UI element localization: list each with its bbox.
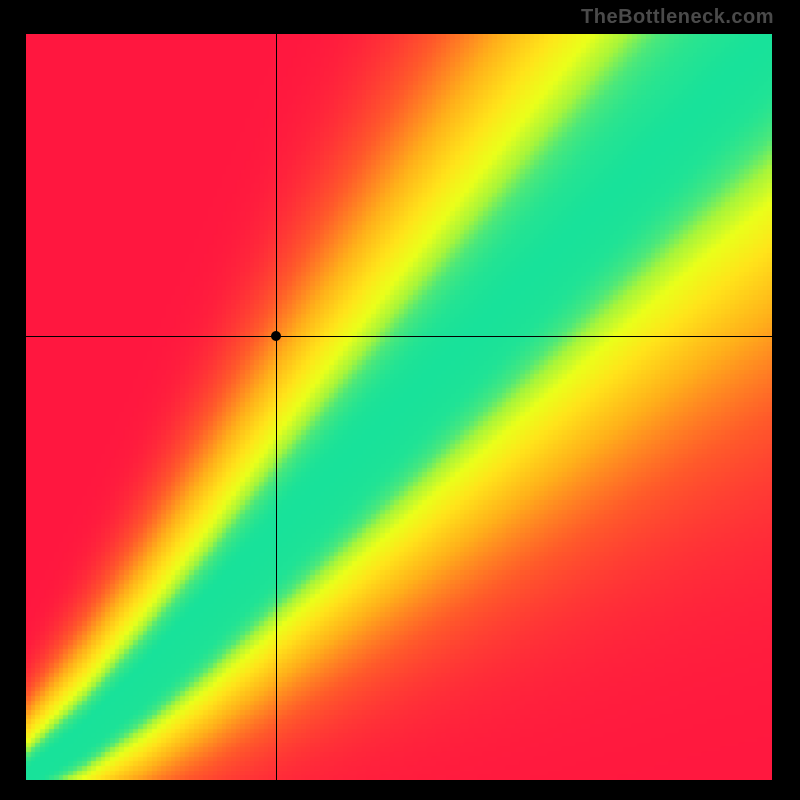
crosshair-marker — [271, 331, 281, 341]
heatmap-plot — [26, 34, 772, 780]
watermark-text: TheBottleneck.com — [581, 6, 774, 29]
crosshair-vertical — [276, 34, 277, 780]
heatmap-canvas — [26, 34, 772, 780]
crosshair-horizontal — [26, 336, 772, 337]
